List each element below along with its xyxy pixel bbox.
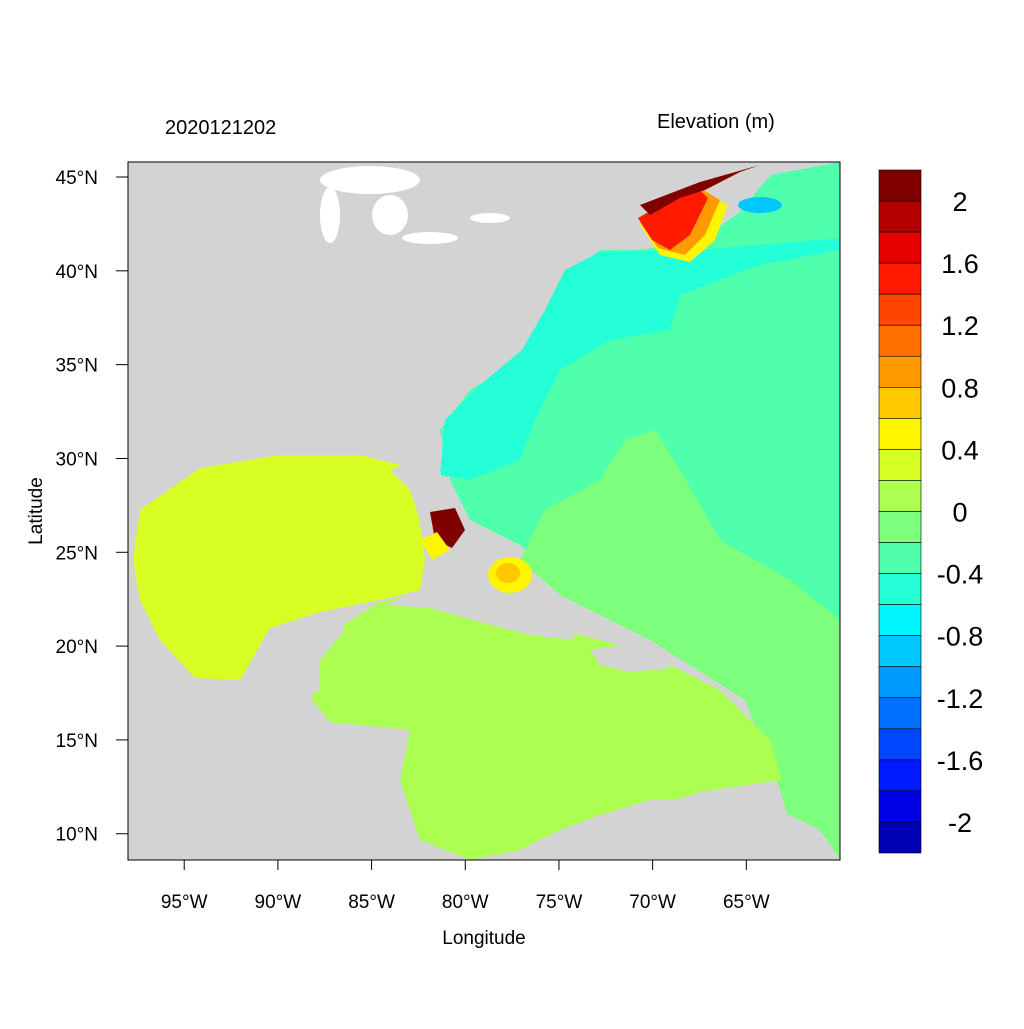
y-tick-label: 20°N xyxy=(56,637,98,658)
colorbar-bin xyxy=(878,790,922,823)
y-tick-label: 25°N xyxy=(56,543,98,564)
gulf-of-maine-red xyxy=(638,186,708,250)
south-america-land xyxy=(470,800,840,860)
nova-scotia-land xyxy=(720,170,775,210)
colorbar-label: 0.4 xyxy=(941,435,979,465)
y-tick-label: 40°N xyxy=(56,262,98,283)
colorbar-label: 0 xyxy=(952,498,967,528)
colorbar-bin xyxy=(878,759,922,792)
colorbar-bin xyxy=(878,418,922,450)
lake-ontario xyxy=(470,213,510,223)
colorbar-label: -2 xyxy=(948,808,972,838)
colorbar-bin xyxy=(878,293,922,326)
colorbar-bin xyxy=(878,728,922,761)
x-tick-label: 85°W xyxy=(348,892,395,913)
y-axis-label: Latitude xyxy=(26,477,47,545)
colorbar-bin xyxy=(878,324,922,357)
colorbar-bin xyxy=(878,355,922,388)
cuba-land xyxy=(385,590,575,640)
colorbar-bin xyxy=(878,169,922,202)
colorbar-bin xyxy=(878,200,922,233)
shelf-region xyxy=(440,238,840,480)
colorbar-label: 1.6 xyxy=(941,249,979,279)
colorbar-bin xyxy=(878,821,922,854)
map-plot-area xyxy=(128,162,840,860)
colorbar-label: 1.2 xyxy=(941,311,979,341)
colorbar-bin xyxy=(878,480,922,512)
colorbar-bin xyxy=(878,231,922,264)
colorbar-bin xyxy=(878,387,922,419)
bay-of-fundy-blue xyxy=(738,197,782,213)
lake-superior xyxy=(320,166,420,194)
plot-frame xyxy=(127,161,841,861)
y-tick-label: 30°N xyxy=(56,449,98,470)
hispaniola-land xyxy=(590,645,670,672)
chart-title: 2020121202 xyxy=(165,117,276,139)
colorbar-bin xyxy=(878,573,922,605)
x-tick-label: 70°W xyxy=(629,892,676,913)
x-tick-label: 65°W xyxy=(723,892,770,913)
colorbar-bin xyxy=(878,697,922,730)
lake-huron xyxy=(372,195,408,235)
central-america-land xyxy=(128,720,405,860)
y-axis: 45°N 40°N 35°N 30°N 25°N 20°N 15°N 10°N xyxy=(56,168,128,846)
atlantic-swath-region xyxy=(520,430,840,860)
colorbar-label: 0.8 xyxy=(941,373,979,403)
colorbar-bin xyxy=(878,666,922,699)
y-tick-label: 35°N xyxy=(56,356,98,377)
colorbar-bin xyxy=(878,511,922,543)
y-tick-label: 45°N xyxy=(56,168,98,189)
x-axis-label: Longitude xyxy=(442,928,525,949)
gulf-of-mexico-region xyxy=(133,455,425,680)
gulf-of-maine-darkred xyxy=(640,165,760,215)
colorbar-bin xyxy=(878,449,922,481)
x-axis: 95°W 90°W 85°W 80°W 75°W 70°W 65°W xyxy=(161,860,770,913)
colorbar-label: -1.6 xyxy=(937,746,984,776)
florida-west-yellow xyxy=(420,532,450,560)
colorbar-label: 2 xyxy=(952,187,967,217)
x-tick-label: 75°W xyxy=(536,892,583,913)
colorbar-bin xyxy=(878,604,922,636)
colorbar-bin xyxy=(878,542,922,574)
colorbar-label: -1.2 xyxy=(937,684,984,714)
x-tick-label: 90°W xyxy=(255,892,302,913)
y-tick-label: 10°N xyxy=(56,825,98,846)
colorbar-label: -0.8 xyxy=(937,622,984,652)
x-tick-label: 95°W xyxy=(161,892,208,913)
lake-erie xyxy=(402,232,458,244)
chart-subtitle: Elevation (m) xyxy=(657,111,775,133)
x-tick-label: 80°W xyxy=(442,892,489,913)
colorbar-bin xyxy=(878,262,922,295)
y-tick-label: 15°N xyxy=(56,731,98,752)
yucatan-land xyxy=(262,612,345,700)
colorbar-label: -0.4 xyxy=(937,560,984,590)
colorbar-bin xyxy=(878,635,922,668)
lake-michigan xyxy=(320,187,340,243)
caribbean-region xyxy=(312,590,782,860)
bahamas-surge-core xyxy=(496,563,520,583)
colorbar: 2 1.6 1.2 0.8 0.4 0 -0.4 -0.8 -1.2 -1.6 -2 xyxy=(878,169,984,854)
